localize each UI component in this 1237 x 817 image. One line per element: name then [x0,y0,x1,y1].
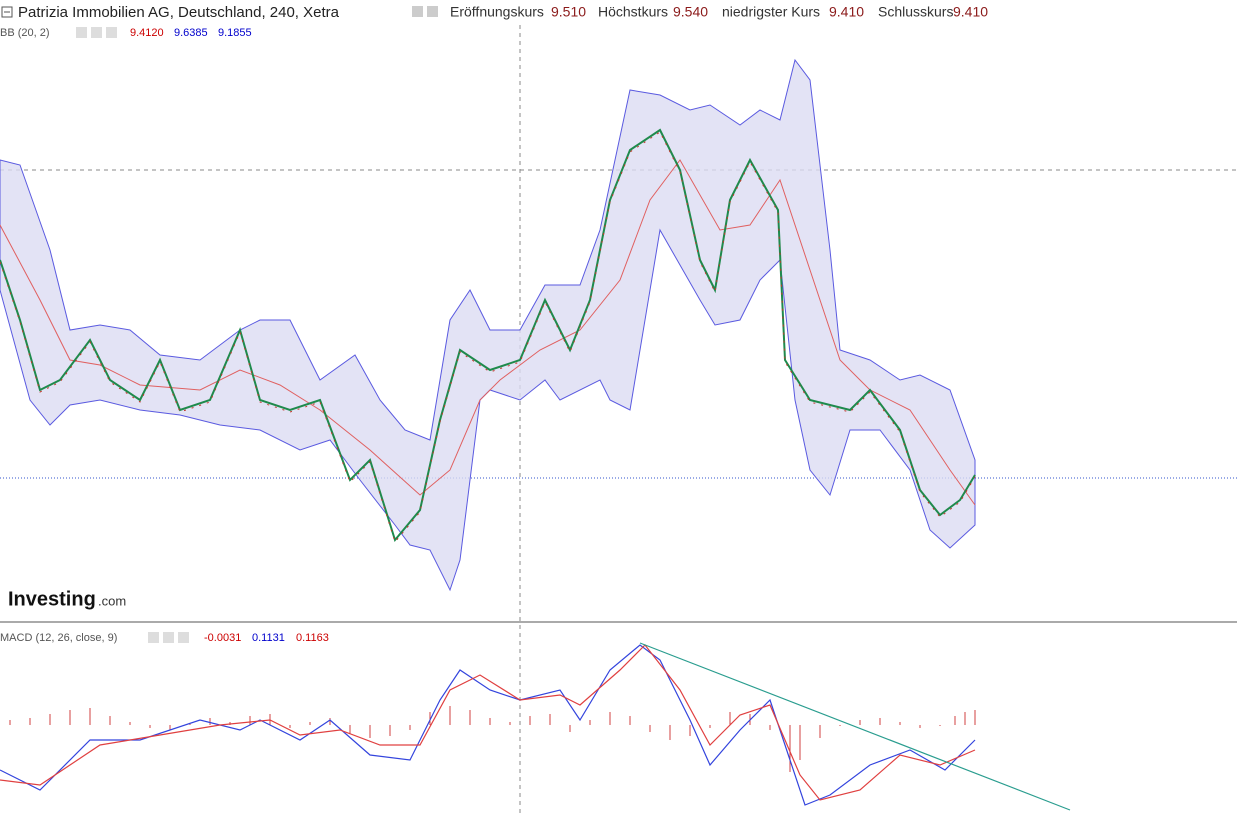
indicator-value: 0.1163 [296,632,329,644]
quote-label: niedrigster Kurs [722,4,820,20]
quote-label: Höchstkurs [598,4,668,20]
indicator-icon[interactable] [163,632,174,643]
logo-suffix: .com [98,593,126,608]
indicator-value: -0.0031 [204,632,241,644]
trend-line [639,642,1071,811]
quote-value: 9.540 [673,4,708,20]
instrument-title: Patrizia Immobilien AG, Deutschland, 240… [18,4,340,21]
indicator-icon[interactable] [91,27,102,38]
indicator-value: 0.1131 [252,632,285,644]
signal-line [0,644,976,801]
logo-brand: Investing [8,588,96,610]
indicator-value: 9.4120 [130,27,164,39]
settings-icon[interactable] [427,6,438,17]
quote-value: 9.410 [953,4,988,20]
indicator-icon[interactable] [148,632,159,643]
collapse-icon[interactable] [1,6,13,18]
indicator-icon[interactable] [106,27,117,38]
settings-icon[interactable] [412,6,423,17]
quote-label: Eröffnungskurs [450,4,544,20]
indicator-label: BB (20, 2) [0,27,50,39]
quote-value: 9.410 [829,4,864,20]
price-line [0,128,976,543]
bollinger-band [0,58,976,592]
macd-line [0,644,976,806]
indicator-label: MACD (12, 26, close, 9) [0,632,117,644]
indicator-icon[interactable] [178,632,189,643]
quote-value: 9.510 [551,4,586,20]
quote-label: Schlusskurs [878,4,953,20]
indicator-value: 9.1855 [218,27,252,39]
indicator-icon[interactable] [76,27,87,38]
indicator-value: 9.6385 [174,27,208,39]
